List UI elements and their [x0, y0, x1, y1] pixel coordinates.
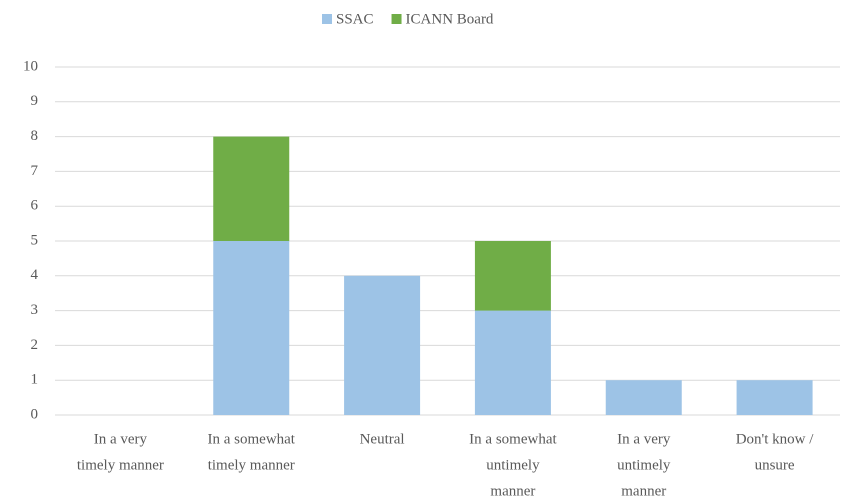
x-tick-label: timely manner — [77, 457, 164, 473]
y-tick-label: 9 — [31, 93, 39, 109]
legend-swatch — [322, 14, 332, 24]
bar-segment — [474, 241, 551, 311]
x-tick-label: untimely — [617, 457, 671, 473]
y-tick-label: 4 — [31, 267, 39, 283]
y-tick-label: 8 — [31, 128, 39, 144]
bar-segment — [213, 136, 290, 241]
x-tick-label: untimely — [486, 457, 540, 473]
legend-swatch — [391, 14, 402, 24]
bar-segment — [474, 310, 551, 415]
x-tick-label: timely manner — [208, 457, 295, 473]
x-tick-label: Don't know / — [736, 431, 815, 447]
y-tick-label: 0 — [31, 406, 39, 422]
bar-segment — [344, 275, 421, 415]
y-tick-label: 2 — [31, 337, 39, 353]
x-tick-label: In a somewhat — [208, 431, 296, 447]
legend-label: ICANN Board — [406, 11, 494, 27]
bar-segment — [213, 241, 290, 415]
x-tick-label: In a somewhat — [469, 431, 557, 447]
y-tick-label: 5 — [31, 232, 39, 248]
x-tick-label: unsure — [755, 457, 795, 473]
bar-segment — [605, 380, 682, 415]
x-tick-label: manner — [621, 483, 666, 499]
bar-segment — [736, 380, 813, 415]
y-tick-label: 3 — [31, 302, 39, 318]
x-tick-label: manner — [490, 483, 535, 499]
y-tick-label: 7 — [31, 163, 39, 179]
x-tick-label: Neutral — [360, 431, 405, 447]
legend-label: SSAC — [336, 11, 374, 27]
y-tick-label: 1 — [31, 372, 39, 388]
y-tick-label: 10 — [23, 58, 38, 74]
x-tick-label: In a very — [94, 431, 148, 447]
x-tick-label: In a very — [617, 431, 671, 447]
y-tick-label: 6 — [31, 198, 39, 214]
